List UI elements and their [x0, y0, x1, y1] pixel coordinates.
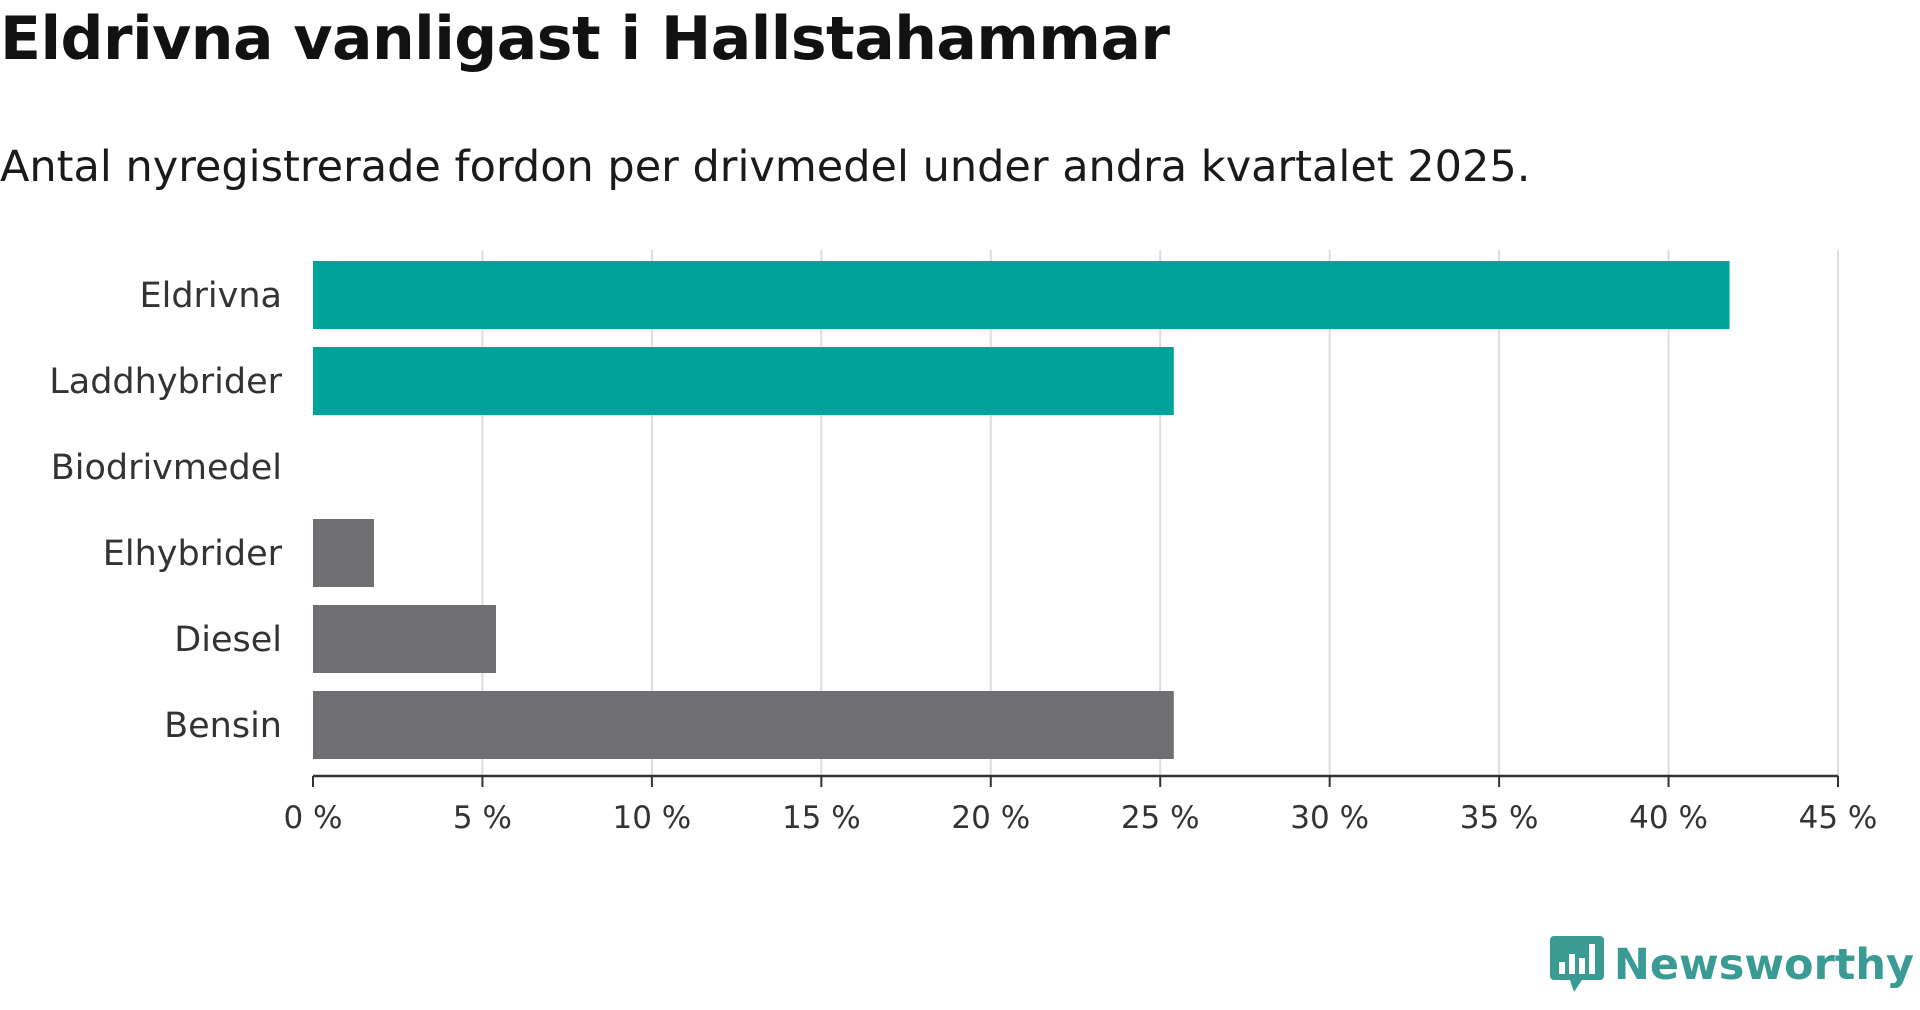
- x-tick-label: 35 %: [1460, 800, 1539, 836]
- brand-name: Newsworthy: [1613, 940, 1914, 990]
- grid-lines: [481, 250, 1839, 776]
- chart-subtitle: Antal nyregistrerade fordon per drivmede…: [0, 142, 1531, 192]
- x-tick-label: 40 %: [1629, 800, 1708, 836]
- bar-chart-speech-bubble-icon: [1549, 936, 1604, 992]
- x-tick-label: 25 %: [1121, 800, 1200, 836]
- x-tick-label: 15 %: [782, 800, 861, 836]
- bar-diesel: [313, 605, 496, 673]
- bar-bensin: [313, 691, 1174, 759]
- x-tick-label: 10 %: [613, 800, 692, 836]
- newsworthy-logo: Newsworthy: [1548, 920, 1914, 1010]
- category-label: Elhybrider: [103, 534, 283, 574]
- x-tick-label: 45 %: [1799, 800, 1878, 836]
- category-labels: Eldrivna Laddhybrider Biodrivmedel Elhybrid…: [49, 276, 282, 746]
- bar-laddhybrider: [313, 347, 1174, 415]
- x-tick-label: 30 %: [1290, 800, 1369, 836]
- x-axis: 0 % 5 % 10 % 15 % 20 % 25 % 30 % 35 % 40 % 45 %: [283, 774, 1878, 836]
- bar-chart: Eldrivna Laddhybrider Biodrivmedel Elhybrid…: [49, 250, 1878, 836]
- category-label: Eldrivna: [139, 276, 282, 316]
- x-tick-label: 20 %: [951, 800, 1030, 836]
- category-label: Laddhybrider: [49, 362, 282, 402]
- category-label: Diesel: [174, 620, 282, 660]
- x-tick-label: 5 %: [453, 800, 512, 836]
- bar-eldrivna: [313, 261, 1730, 329]
- bar-elhybrider: [313, 519, 374, 587]
- chart-title: Eldrivna vanligast i Hallstahammar: [0, 4, 1170, 74]
- category-label: Biodrivmedel: [51, 448, 282, 488]
- x-tick-label: 0 %: [283, 800, 342, 836]
- bars: [313, 261, 1730, 759]
- category-label: Bensin: [164, 706, 282, 746]
